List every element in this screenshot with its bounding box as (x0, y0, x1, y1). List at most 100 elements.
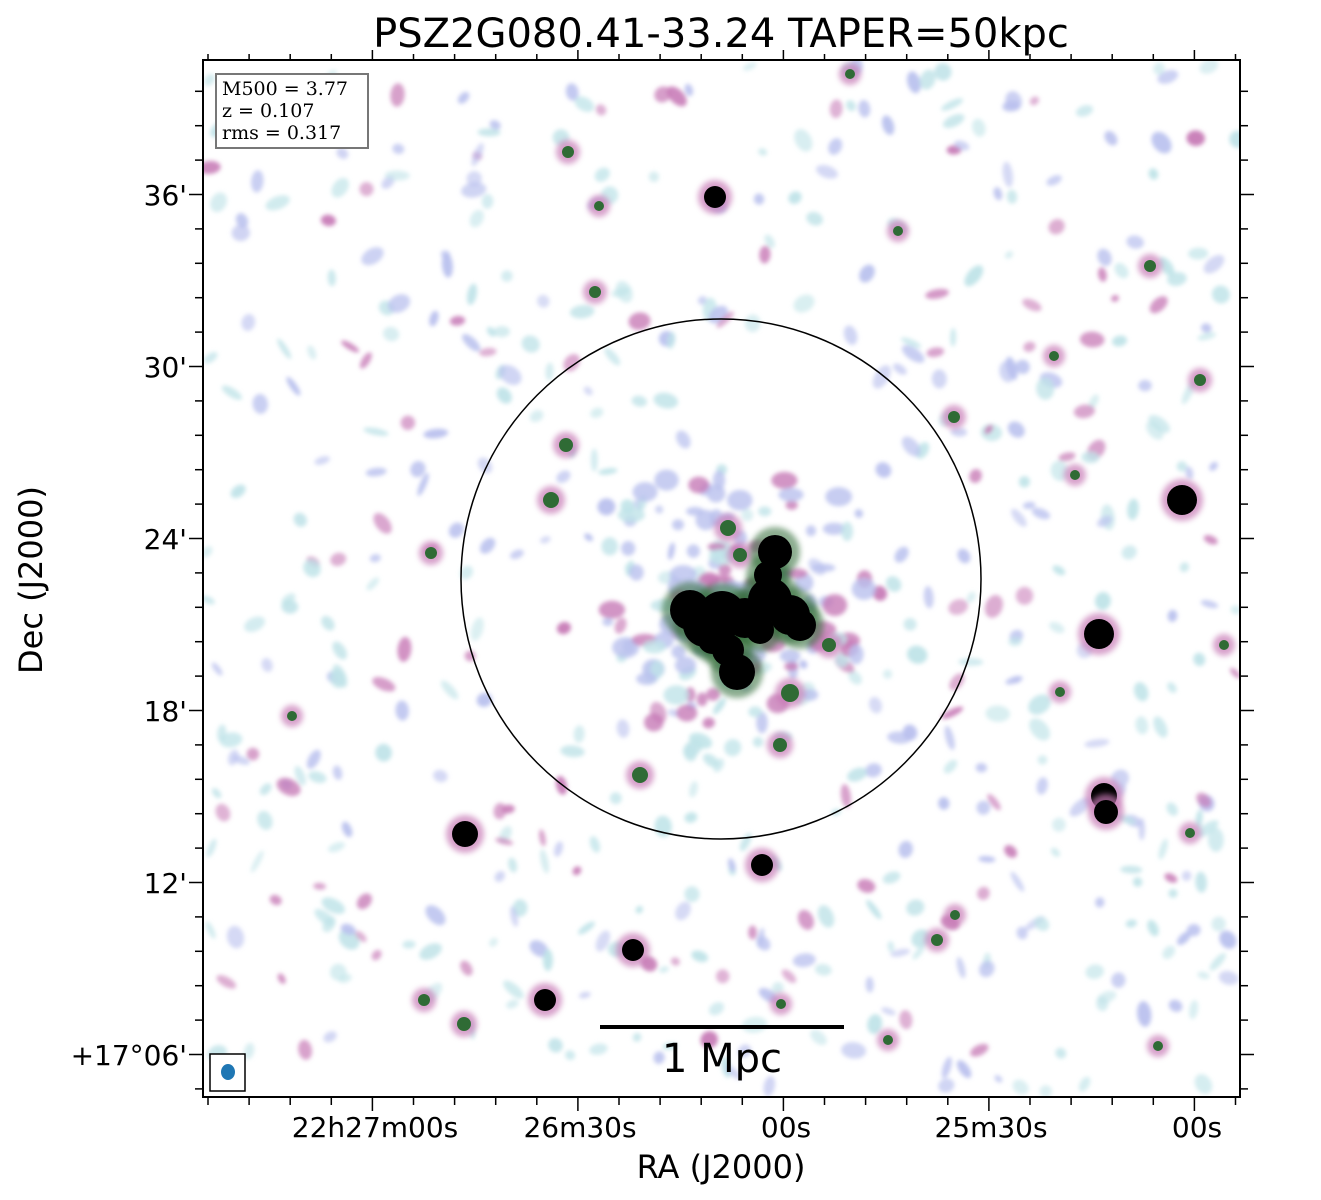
noise-blob (941, 1056, 952, 1079)
y-tick-labels: 36' 30' 24' 18' 12' +17°06' (71, 179, 187, 1072)
noise-blob (361, 247, 384, 266)
noise-blob (1133, 682, 1149, 702)
noise-blob (539, 536, 551, 544)
noise-blob (1034, 916, 1050, 931)
noise-blob (631, 395, 648, 407)
noise-blob (934, 62, 952, 81)
noise-blob (611, 287, 630, 298)
noise-blob (1148, 415, 1170, 433)
noise-blob (243, 1042, 255, 1060)
diffuse-blob (686, 544, 701, 558)
noise-blob (1049, 621, 1065, 634)
noise-blob (1199, 60, 1219, 74)
noise-blob (366, 577, 380, 591)
noise-blob (881, 1007, 896, 1016)
central-radio-emission (662, 527, 824, 698)
noise-blob (1127, 498, 1139, 520)
noise-blob (1097, 267, 1107, 282)
noise-blob (748, 925, 758, 940)
noise-blob (1015, 359, 1030, 375)
noise-blob (314, 456, 330, 465)
noise-blob (662, 1042, 678, 1050)
noise-blob (724, 739, 742, 757)
noise-blob (489, 120, 501, 130)
noise-blob (1211, 285, 1230, 304)
x-tick-label: 25m30s (934, 1111, 1047, 1144)
diffuse-blob (669, 565, 697, 584)
radio-source (419, 541, 443, 565)
noise-blob (1011, 508, 1027, 527)
noise-blob (203, 595, 215, 605)
radio-source (1064, 464, 1086, 486)
noise-blob (261, 658, 273, 672)
noise-blob (1147, 919, 1159, 937)
noise-blob (308, 771, 327, 783)
diffuse-blob (688, 476, 710, 494)
noise-blob (1195, 809, 1203, 830)
noise-blob (881, 115, 895, 136)
y-tick-label: 12' (144, 867, 187, 900)
noise-blob (1111, 972, 1126, 988)
noise-blob (882, 669, 893, 679)
noise-blob (702, 717, 715, 729)
diffuse-blob (636, 672, 657, 686)
noise-blob (410, 461, 426, 478)
noise-blob (1166, 802, 1178, 816)
diffuse-blob (701, 574, 728, 583)
noise-blob (1153, 716, 1168, 738)
noise-blob (985, 705, 1011, 722)
x-tick-label: 00s (761, 1111, 811, 1144)
noise-blob (392, 143, 405, 155)
noise-blob (457, 91, 470, 104)
noise-blob (1050, 460, 1069, 482)
noise-blob (572, 866, 582, 876)
noise-blob (911, 929, 930, 948)
diffuse-blob (642, 639, 667, 654)
noise-blob (713, 698, 726, 715)
radio-source (839, 63, 861, 85)
noise-blob (1120, 865, 1143, 874)
noise-blob (653, 392, 679, 409)
noise-blob (383, 326, 400, 342)
noise-blob (912, 946, 925, 960)
noise-blob (938, 1078, 955, 1093)
diffuse-blob (622, 639, 635, 655)
radio-source (626, 761, 654, 789)
noise-blob (1185, 466, 1194, 480)
noise-blob (781, 969, 797, 983)
noise-blob (206, 838, 217, 858)
noise-blob (1203, 535, 1218, 545)
noise-blob (1029, 718, 1051, 741)
noise-blob (1073, 404, 1095, 419)
noise-blob (753, 193, 765, 205)
noise-blob (589, 1043, 608, 1055)
noise-blob (205, 921, 216, 939)
diffuse-blob (752, 736, 764, 748)
noise-blob (1005, 356, 1018, 380)
noise-blob (469, 209, 484, 228)
noise-blob (950, 328, 957, 347)
radio-source (1161, 479, 1203, 521)
noise-blob (402, 940, 416, 949)
noise-blob (1085, 964, 1104, 980)
noise-blob (971, 118, 986, 137)
noise-blob (481, 194, 494, 209)
noise-blob (978, 855, 996, 863)
y-tick-label: 24' (144, 523, 187, 556)
noise-blob (703, 753, 719, 768)
diffuse-blob (686, 506, 704, 516)
noise-blob (858, 99, 871, 118)
noise-blob (560, 745, 585, 758)
noise-blob (894, 546, 909, 563)
noise-blob (1151, 131, 1172, 154)
noise-blob (359, 182, 374, 197)
noise-blob (970, 1043, 989, 1057)
noise-blob (1138, 379, 1152, 392)
noise-blob (1132, 877, 1143, 887)
noise-blob (957, 548, 971, 564)
noise-blob (595, 104, 607, 116)
diffuse-blob (801, 689, 819, 701)
diffuse-blob (758, 506, 772, 517)
noise-blob (1146, 421, 1164, 440)
noise-blob (529, 940, 549, 957)
